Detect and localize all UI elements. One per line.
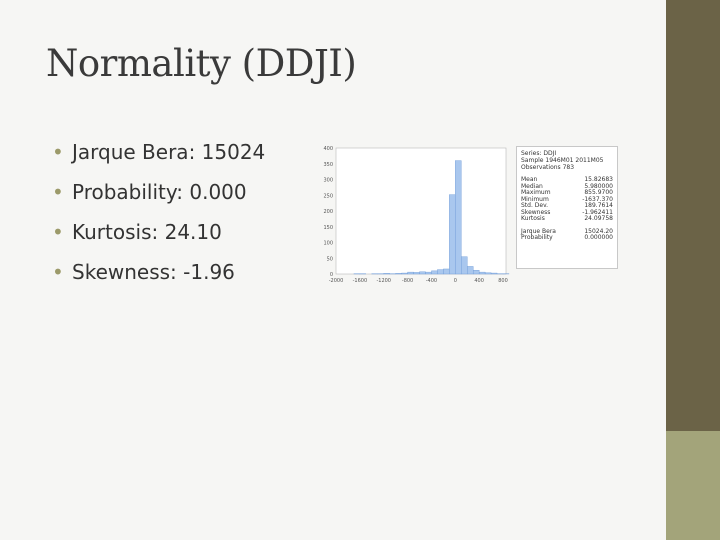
stat-label: Kurtosis: [521, 215, 545, 222]
stat-value: -1.962411: [582, 208, 613, 216]
histogram-bar: [395, 273, 402, 275]
histogram-bar: [431, 270, 438, 275]
series-name: Series: DDJI: [521, 150, 557, 157]
stat-value: 189.7614: [584, 202, 613, 209]
histogram-bar: [413, 272, 420, 275]
bullet-list: • Jarque Bera: 15024 • Probability: 0.00…: [52, 132, 265, 292]
histogram-bar: [484, 272, 492, 275]
bullet-icon: •: [52, 180, 64, 204]
histogram-bar: [467, 266, 474, 275]
observation-count: Observations 783: [521, 164, 575, 171]
bullet-item: • Probability: 0.000: [52, 172, 265, 212]
y-tick-label: 250: [323, 193, 333, 199]
stat-row: Maximum 855.9700: [521, 189, 613, 197]
histogram-bar: [478, 271, 486, 275]
stat-label: Probability: [521, 234, 553, 241]
histogram-bar: [449, 194, 456, 275]
x-tick-label: -800: [402, 278, 413, 284]
sidebar-accent-light: [666, 431, 720, 540]
histogram-bar: [383, 273, 390, 275]
stat-label: Mean: [521, 176, 538, 183]
y-tick-label: 350: [323, 162, 333, 168]
x-tick-label: -1600: [353, 278, 368, 284]
test-row: Jarque Bera 15024.20: [521, 227, 613, 236]
histogram-bar: [490, 272, 498, 275]
x-tick-label: -400: [426, 278, 437, 284]
stat-label: Std. Dev.: [521, 202, 549, 209]
stat-row: Skewness -1.962411: [521, 208, 613, 217]
stat-row: Std. Dev. 189.7614: [521, 202, 613, 210]
y-tick-label: 50: [327, 256, 333, 262]
x-tick-label: 800: [498, 278, 508, 284]
bullet-text: Kurtosis: 24.10: [72, 220, 222, 244]
histogram-bar: [461, 256, 468, 275]
sidebar-accent-dark: [666, 0, 720, 431]
y-tick-label: 100: [323, 241, 333, 247]
x-tick-label: 400: [474, 278, 484, 284]
histogram-bar: [419, 271, 426, 275]
bullet-icon: •: [52, 140, 64, 164]
stat-value: 855.9700: [584, 189, 613, 196]
bullet-text: Skewness: -1.96: [72, 260, 235, 284]
histogram-bar: [407, 271, 414, 275]
histogram-bar: [425, 271, 432, 275]
stat-label: Jarque Bera: [521, 227, 556, 235]
statistics-box: Series: DDJI Sample 1946M01 2011M05 Obse…: [516, 146, 618, 269]
stat-value: 5.980000: [584, 182, 613, 190]
plot-frame: [335, 147, 507, 275]
stat-label: Skewness: [521, 208, 551, 216]
stat-value: 15.82683: [584, 176, 613, 183]
stat-row: Kurtosis 24.09758: [521, 215, 613, 223]
slide-title: Normality (DDJI): [46, 42, 357, 85]
sample-range: Sample 1946M01 2011M05: [521, 157, 604, 164]
stat-value: 15024.20: [584, 227, 613, 235]
bullet-item: • Skewness: -1.96: [52, 252, 265, 292]
x-tick-label: 0: [454, 278, 457, 284]
histogram-bar: [437, 269, 444, 275]
stat-value: 24.09758: [584, 215, 613, 222]
slide-background: [0, 0, 666, 540]
bullet-text: Probability: 0.000: [72, 180, 247, 204]
y-tick-label: 150: [323, 225, 333, 231]
y-tick-label: 400: [323, 146, 333, 152]
bullet-item: • Kurtosis: 24.10: [52, 212, 265, 252]
histogram-bar: [472, 270, 480, 275]
bullet-icon: •: [52, 220, 64, 244]
x-tick-label: -2000: [329, 278, 344, 284]
y-tick-label: 0: [330, 272, 333, 278]
stat-label: Median: [521, 182, 543, 190]
stat-label: Minimum: [521, 195, 549, 203]
stat-row: Minimum -1637.370: [521, 195, 613, 204]
bullet-text: Jarque Bera: 15024: [72, 140, 266, 164]
stat-row: Mean 15.82683: [521, 176, 613, 184]
histogram-bar: [443, 268, 450, 275]
stat-label: Maximum: [521, 189, 551, 196]
x-tick-label: -1200: [376, 278, 391, 284]
stat-value: -1637.370: [582, 195, 613, 203]
histogram-bar: [455, 160, 462, 275]
y-tick-label: 200: [323, 209, 333, 215]
test-row: Probability 0.000000: [521, 234, 613, 242]
bullet-icon: •: [52, 260, 64, 284]
bullet-item: • Jarque Bera: 15024: [52, 132, 265, 172]
histogram-bar: [401, 272, 408, 275]
stat-value: 0.000000: [584, 234, 613, 241]
y-tick-label: 300: [323, 178, 333, 184]
stat-row: Median 5.980000: [521, 182, 613, 191]
